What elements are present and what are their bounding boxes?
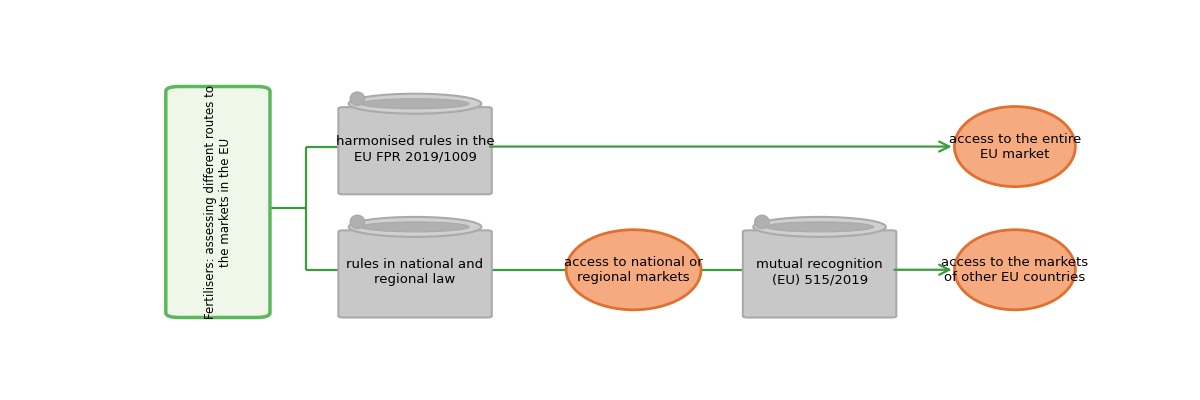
Ellipse shape bbox=[349, 94, 481, 114]
Text: access to the entire
EU market: access to the entire EU market bbox=[949, 132, 1081, 160]
Ellipse shape bbox=[755, 215, 769, 228]
Ellipse shape bbox=[349, 217, 481, 237]
FancyBboxPatch shape bbox=[338, 107, 492, 194]
Text: access to the markets
of other EU countries: access to the markets of other EU countr… bbox=[941, 256, 1088, 284]
Text: access to national or
regional markets: access to national or regional markets bbox=[564, 256, 703, 284]
Ellipse shape bbox=[350, 215, 365, 228]
Ellipse shape bbox=[361, 222, 469, 232]
FancyBboxPatch shape bbox=[338, 230, 492, 318]
Text: rules in national and
regional law: rules in national and regional law bbox=[347, 258, 484, 286]
Ellipse shape bbox=[954, 106, 1075, 186]
FancyBboxPatch shape bbox=[166, 86, 270, 318]
Text: harmonised rules in the
EU FPR 2019/1009: harmonised rules in the EU FPR 2019/1009 bbox=[336, 135, 494, 163]
Ellipse shape bbox=[566, 230, 701, 310]
Ellipse shape bbox=[361, 99, 469, 109]
Ellipse shape bbox=[954, 230, 1075, 310]
Ellipse shape bbox=[766, 222, 874, 232]
Ellipse shape bbox=[754, 217, 886, 237]
Ellipse shape bbox=[350, 92, 365, 105]
Text: Fertilisers: assessing different routes to
the markets in the EU: Fertilisers: assessing different routes … bbox=[204, 85, 232, 319]
FancyBboxPatch shape bbox=[743, 230, 896, 318]
Text: mutual recognition
(EU) 515/2019: mutual recognition (EU) 515/2019 bbox=[756, 258, 883, 286]
